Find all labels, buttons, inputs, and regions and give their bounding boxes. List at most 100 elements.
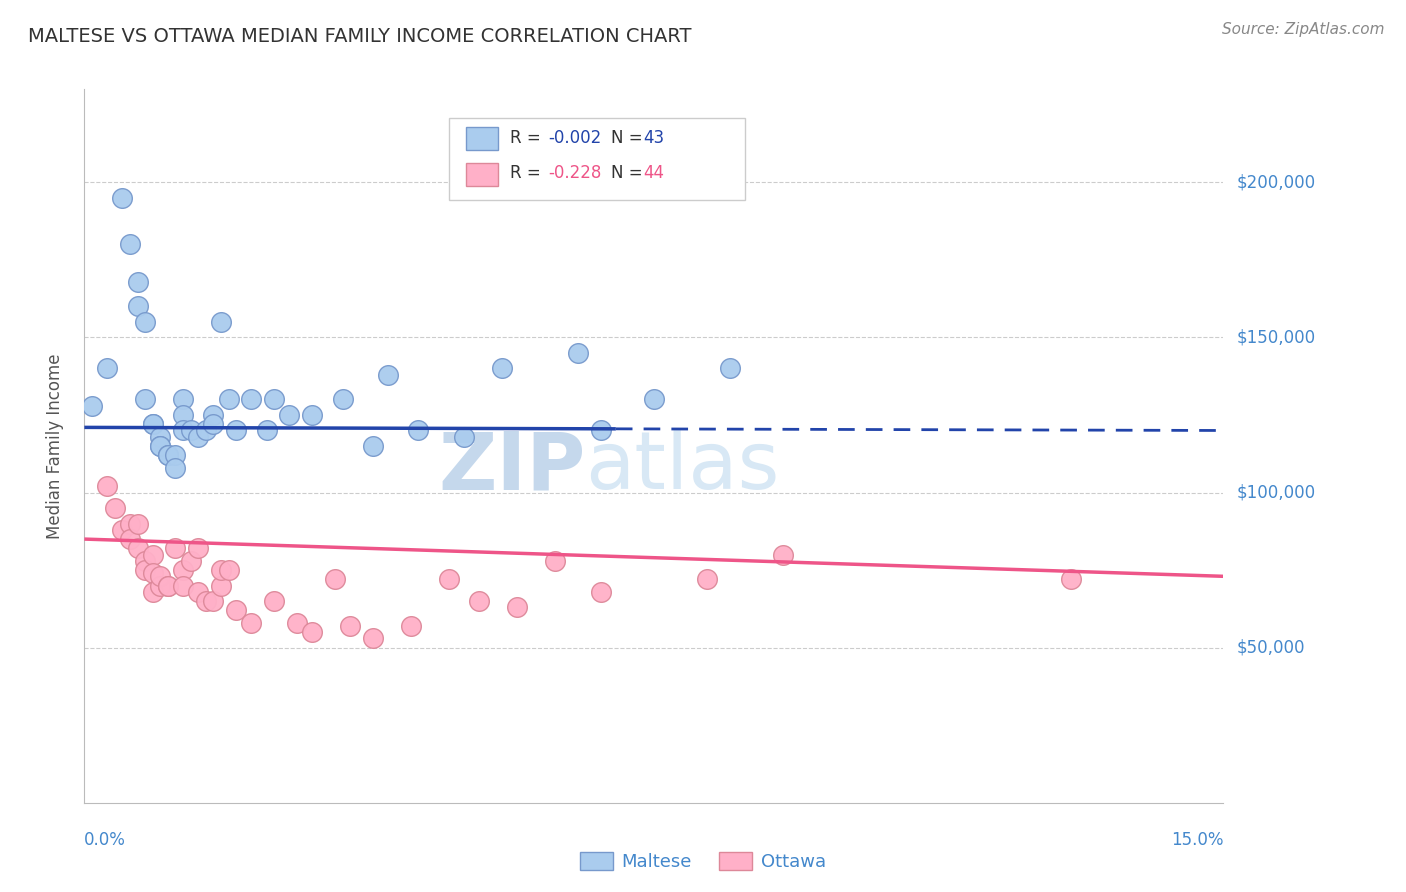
- FancyBboxPatch shape: [465, 127, 498, 150]
- FancyBboxPatch shape: [465, 162, 498, 186]
- Point: [134, 554, 156, 568]
- Point: [209, 563, 232, 577]
- Text: $100,000: $100,000: [1237, 483, 1316, 501]
- Point: [149, 569, 172, 583]
- Point: [142, 584, 165, 599]
- Point: [111, 523, 134, 537]
- Point: [589, 424, 612, 438]
- Point: [718, 361, 741, 376]
- Point: [589, 584, 612, 599]
- Text: $150,000: $150,000: [1237, 328, 1316, 346]
- Point: [104, 501, 127, 516]
- Text: N =: N =: [610, 164, 647, 182]
- Point: [696, 573, 718, 587]
- Point: [544, 554, 567, 568]
- Point: [323, 573, 346, 587]
- Point: [225, 424, 247, 438]
- Point: [172, 579, 194, 593]
- Point: [156, 579, 179, 593]
- Point: [127, 541, 149, 556]
- Text: R =: R =: [510, 164, 547, 182]
- Point: [165, 448, 187, 462]
- Point: [156, 448, 179, 462]
- Point: [149, 439, 172, 453]
- Point: [218, 392, 240, 407]
- Point: [134, 392, 156, 407]
- Point: [180, 424, 202, 438]
- Point: [96, 479, 118, 493]
- Point: [172, 408, 194, 422]
- Point: [361, 632, 384, 646]
- Point: [134, 315, 156, 329]
- Point: [187, 541, 209, 556]
- Point: [240, 615, 263, 630]
- Point: [80, 399, 103, 413]
- Point: [468, 594, 491, 608]
- Point: [437, 573, 460, 587]
- Point: [218, 563, 240, 577]
- Legend: Maltese, Ottawa: Maltese, Ottawa: [574, 845, 832, 879]
- Point: [96, 361, 118, 376]
- Text: N =: N =: [610, 128, 647, 146]
- Point: [187, 584, 209, 599]
- Point: [339, 619, 361, 633]
- Text: 44: 44: [644, 164, 665, 182]
- Text: $50,000: $50,000: [1237, 639, 1306, 657]
- Point: [225, 603, 247, 617]
- Y-axis label: Median Family Income: Median Family Income: [45, 353, 63, 539]
- Text: -0.228: -0.228: [548, 164, 602, 182]
- Point: [263, 392, 285, 407]
- Point: [149, 439, 172, 453]
- Point: [256, 424, 278, 438]
- Text: 43: 43: [644, 128, 665, 146]
- Point: [172, 563, 194, 577]
- Point: [142, 548, 165, 562]
- Point: [643, 392, 665, 407]
- Point: [172, 392, 194, 407]
- Point: [142, 417, 165, 432]
- Point: [332, 392, 354, 407]
- Point: [194, 594, 217, 608]
- Text: atlas: atlas: [585, 428, 780, 507]
- Point: [453, 430, 475, 444]
- Point: [377, 368, 399, 382]
- Point: [111, 191, 134, 205]
- Point: [361, 439, 384, 453]
- Text: ZIP: ZIP: [439, 428, 585, 507]
- Text: -0.002: -0.002: [548, 128, 602, 146]
- Point: [301, 408, 323, 422]
- Point: [209, 579, 232, 593]
- Point: [180, 554, 202, 568]
- Point: [202, 408, 225, 422]
- Point: [278, 408, 301, 422]
- Text: 15.0%: 15.0%: [1171, 830, 1223, 848]
- Point: [127, 299, 149, 313]
- Point: [301, 625, 323, 640]
- Point: [772, 548, 794, 562]
- Point: [149, 430, 172, 444]
- Point: [172, 424, 194, 438]
- Point: [240, 392, 263, 407]
- Point: [202, 594, 225, 608]
- Point: [118, 532, 141, 546]
- Point: [567, 346, 589, 360]
- Text: $200,000: $200,000: [1237, 173, 1316, 191]
- Point: [285, 615, 308, 630]
- Point: [118, 237, 141, 252]
- Point: [194, 424, 217, 438]
- Text: Source: ZipAtlas.com: Source: ZipAtlas.com: [1222, 22, 1385, 37]
- FancyBboxPatch shape: [449, 118, 745, 200]
- Point: [165, 460, 187, 475]
- Point: [202, 417, 225, 432]
- Point: [209, 315, 232, 329]
- Point: [142, 566, 165, 581]
- Point: [118, 516, 141, 531]
- Point: [127, 516, 149, 531]
- Text: 0.0%: 0.0%: [84, 830, 127, 848]
- Point: [399, 619, 422, 633]
- Point: [127, 275, 149, 289]
- Point: [1060, 573, 1083, 587]
- Text: R =: R =: [510, 128, 547, 146]
- Point: [506, 600, 529, 615]
- Point: [165, 541, 187, 556]
